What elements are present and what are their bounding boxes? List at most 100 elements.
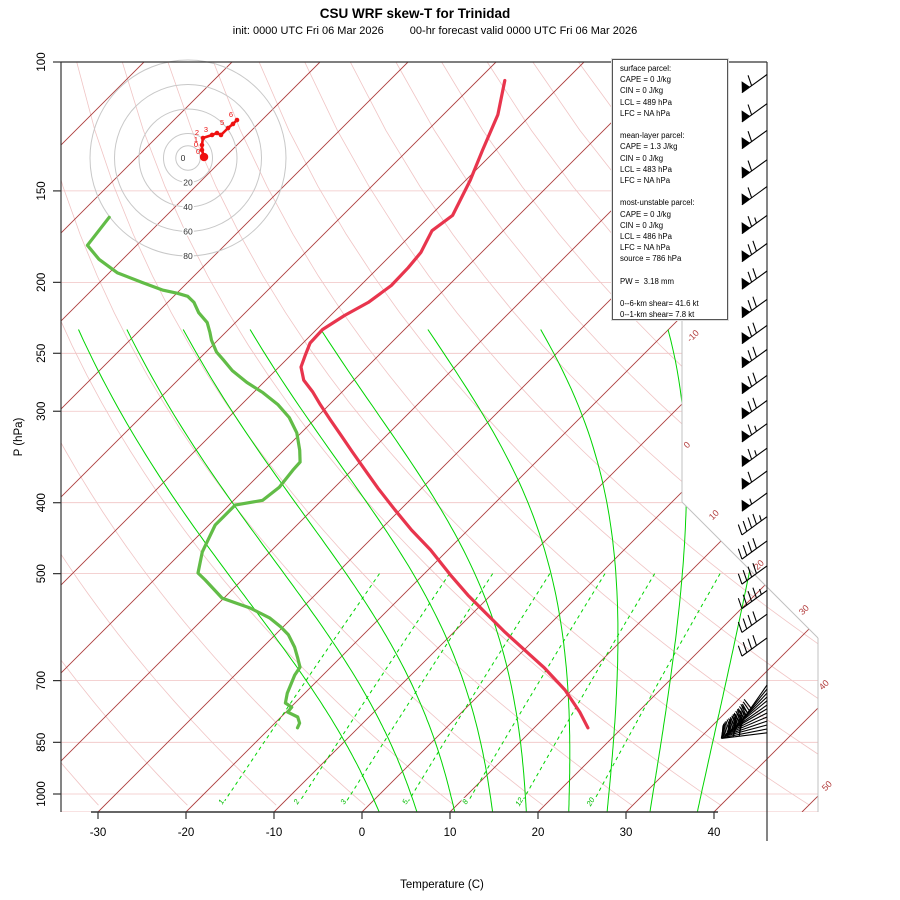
y-tick-label: 700 (36, 671, 48, 690)
wind-barb (741, 372, 768, 395)
dry-adiabat (258, 62, 818, 806)
dry-adiabat (61, 62, 544, 806)
isotherm-label: 10 (707, 508, 721, 522)
wind-barb (741, 74, 768, 94)
hodograph-center-label: 0 (181, 153, 186, 163)
isotherm-label: 50 (820, 779, 834, 793)
hodograph-point (200, 135, 206, 141)
wind-barb (741, 296, 768, 319)
dry-adiabat (349, 62, 818, 806)
hodograph-km-label: 0 (196, 147, 200, 156)
wind-barb (741, 397, 768, 420)
wind-barb (741, 129, 768, 150)
subtitle-valid: 00-hr forecast valid 0000 UTC Fri 06 Mar… (409, 25, 638, 37)
info-line-spacer (620, 287, 727, 298)
hodograph-point (199, 147, 205, 153)
moist-adiabat (320, 329, 527, 812)
info-line: most-unstable parcel: (620, 198, 695, 208)
hodograph-point (214, 130, 220, 136)
info-line-spacer (620, 119, 727, 130)
x-tick-label: 40 (708, 827, 721, 839)
dry-adiabat (61, 62, 277, 806)
wind-barb (720, 725, 768, 739)
info-line: CIN = 0 J/kg (620, 86, 664, 96)
isotherm-label: 30 (797, 603, 811, 617)
dewpoint-curve (85, 215, 302, 730)
page-title: CSU WRF skew-T for Trinidad (319, 6, 511, 21)
mixing-ratio-label: 1 (216, 798, 226, 806)
mixing-ratio-line (520, 573, 656, 805)
x-tick-label: 0 (359, 827, 365, 839)
x-axis-label: Temperature (C) (400, 879, 484, 891)
info-line: 0--6-km shear= 41.6 kt (620, 299, 699, 309)
isotherm (61, 62, 321, 812)
hodograph-point (199, 152, 209, 162)
dry-adiabat (213, 62, 818, 806)
info-line: CAPE = 0 J/kg (620, 75, 671, 85)
hodograph-km-label: 2 (195, 128, 199, 137)
moist-adiabat (696, 329, 787, 812)
info-line: LFC = NA hPa (620, 243, 671, 253)
dry-adiabat (61, 62, 366, 806)
wind-barb (741, 103, 768, 123)
info-line: source = 786 hPa (620, 254, 682, 264)
mixing-ratio-labels: 1 2 3 5 8 12 20 (215, 794, 598, 810)
wind-barb (741, 240, 768, 263)
temperature-curve (299, 78, 590, 730)
dry-adiabat (61, 62, 188, 806)
dry-adiabat (304, 62, 818, 806)
mixing-ratio-line (222, 573, 380, 805)
x-tick-label: 30 (620, 827, 633, 839)
isotherm (185, 62, 818, 812)
isotherm (61, 62, 409, 812)
y-tick-label: 400 (36, 493, 48, 512)
mixing-ratio-label: 12 (513, 795, 525, 807)
x-tick-label: -10 (266, 827, 283, 839)
isotherm (61, 62, 233, 812)
info-line: LCL = 483 hPa (620, 164, 672, 174)
x-tick-label: -20 (178, 827, 195, 839)
wind-barb (741, 186, 768, 206)
x-tick-label: -30 (90, 827, 107, 839)
moist-adiabat (182, 329, 456, 812)
wind-barb (741, 268, 768, 290)
hodograph-point (234, 117, 240, 123)
y-tick-label: 500 (36, 564, 48, 583)
subtitle: init: 0000 UTC Fri 06 Mar 2026 00-hr fore… (233, 25, 637, 37)
dry-adiabat (121, 62, 721, 806)
y-axis-label: P (hPa) (13, 417, 25, 456)
moist-adiabat (649, 329, 687, 812)
moist-adiabat (427, 329, 571, 812)
wind-barb (741, 214, 768, 235)
dry-adiabat (0, 62, 10, 805)
hodograph-point (199, 142, 205, 148)
info-line: mean-layer parcel: (620, 131, 685, 141)
wind-barb (737, 611, 768, 633)
x-tick-label: 10 (444, 827, 457, 839)
hodograph-ring (138, 108, 238, 208)
mixing-ratio-label: 8 (460, 797, 470, 806)
info-line: LCL = 489 hPa (620, 97, 672, 107)
wind-barb (737, 562, 768, 585)
moist-adiabat (540, 329, 619, 812)
info-line-spacer (620, 186, 727, 197)
dry-adiabat (441, 62, 818, 806)
hodograph-ring (163, 133, 213, 183)
hodograph-km-label: 3 (204, 125, 208, 134)
mixing-ratio-label: 5 (400, 797, 410, 806)
hodograph-ring (89, 59, 287, 257)
info-line: LCL = 486 hPa (620, 232, 672, 242)
dry-adiabat (61, 62, 455, 806)
wind-barb (741, 346, 768, 369)
mixing-ratio-label: 20 (584, 795, 597, 808)
info-line: CAPE = 0 J/kg (620, 209, 671, 219)
info-line: LFC = NA hPa (620, 176, 671, 186)
isotherm (625, 62, 818, 812)
wind-barb (737, 634, 768, 657)
mixing-ratio-line (297, 573, 450, 805)
info-line: CIN = 0 J/kg (620, 153, 664, 163)
hodograph-ring-label: 20 (183, 178, 193, 188)
wind-barbs (720, 74, 768, 739)
